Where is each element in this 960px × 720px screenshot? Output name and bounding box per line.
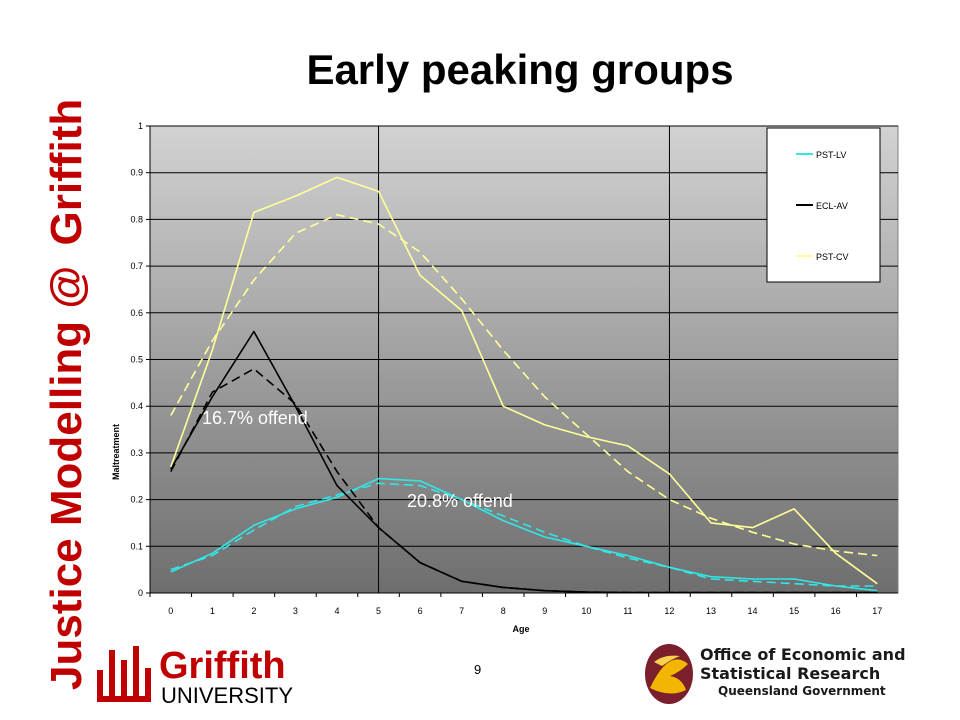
x-tick-label: 16	[831, 606, 841, 616]
x-tick-label: 4	[334, 606, 339, 616]
oesr-line-3: Queensland Government	[718, 684, 886, 698]
x-tick-label: 15	[789, 606, 799, 616]
x-tick-label: 11	[623, 606, 632, 616]
slide-title: Early peaking groups	[306, 46, 734, 93]
x-tick-label: 10	[581, 606, 591, 616]
side-title: Justice Modelling @ Griffith	[42, 99, 92, 690]
side-title-modelling: Modelling	[42, 320, 91, 527]
series-line-ecl-av	[170, 330, 878, 594]
x-axis-label: Age	[512, 624, 529, 634]
oesr-logo-text: Office of Economic and Statistical Resea…	[700, 645, 906, 699]
series-line-pst-lv	[170, 477, 878, 592]
x-tick-label: 6	[418, 606, 423, 616]
x-tick-label: 7	[459, 606, 464, 616]
y-tick-label: 1	[138, 121, 143, 131]
y-tick-label: 0.3	[130, 448, 143, 458]
side-title-at: @	[42, 265, 91, 309]
series-line-dashed-3	[170, 368, 878, 594]
oesr-line-1: Office of Economic and	[700, 645, 906, 664]
legend-box	[766, 127, 881, 283]
x-tick-label: 3	[293, 606, 298, 616]
y-tick-label: 0.4	[130, 401, 143, 411]
legend-label-pst-cv: PST-CV	[816, 252, 849, 262]
legend-label-pst-lv: PST-LV	[816, 150, 846, 160]
griffith-emblem-icon	[97, 646, 151, 702]
series-line-dashed-1	[170, 482, 878, 587]
oesr-line-2: Statistical Research	[700, 664, 881, 683]
x-tick-label: 12	[664, 606, 674, 616]
side-title-justice: Justice	[42, 538, 91, 690]
x-tick-label: 17	[872, 606, 882, 616]
x-tick-label: 2	[251, 606, 256, 616]
y-tick-label: 0.8	[130, 214, 143, 224]
griffith-logo-word: Griffith	[159, 645, 286, 687]
y-tick-label: 0.1	[130, 541, 143, 551]
x-tick-label: 5	[376, 606, 381, 616]
y-tick-label: 0	[138, 588, 143, 598]
university-logo-word: UNIVERSITY	[161, 683, 293, 708]
oesr-emblem-icon	[645, 644, 693, 704]
y-axis-label: Maltreatment	[111, 424, 121, 480]
y-tick-label: 0.9	[130, 168, 143, 178]
y-tick-label: 0.7	[130, 261, 143, 271]
y-tick-label: 0.6	[130, 308, 143, 318]
page-number: 9	[474, 662, 482, 677]
x-tick-label: 0	[168, 606, 173, 616]
x-tick-label: 9	[542, 606, 547, 616]
side-title-griffith: Griffith	[42, 98, 91, 246]
griffith-university-logo: Griffith UNIVERSITY	[97, 645, 293, 708]
x-tick-label: 8	[501, 606, 506, 616]
x-tick-label: 1	[210, 606, 215, 616]
x-tick-label: 14	[748, 606, 758, 616]
chart: 00.10.20.30.40.50.60.70.80.910 1 2 3 4 5 6 7 8 9 1…	[111, 121, 899, 634]
annotation-20-8-offend: 20.8% offend	[407, 491, 513, 511]
y-tick-label: 0.2	[130, 495, 143, 505]
legend-label-ecl-av: ECL-AV	[816, 201, 848, 211]
series-line-dashed-5	[170, 213, 878, 557]
y-tick-label: 0.5	[130, 355, 143, 365]
annotation-16-7-offend: 16.7% offend	[202, 408, 308, 428]
legend: PST-LV ECL-AV PST-CV	[766, 127, 881, 283]
x-tick-label: 13	[706, 606, 716, 616]
series-line-pst-cv	[170, 176, 878, 585]
